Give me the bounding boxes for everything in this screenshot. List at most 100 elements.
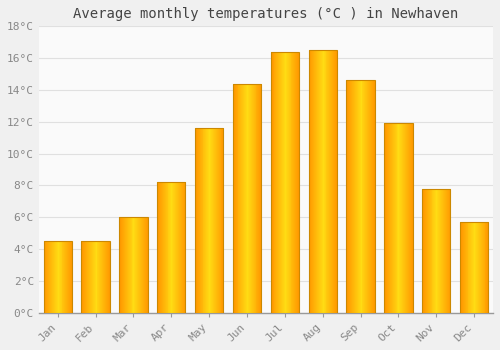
Bar <box>315 50 316 313</box>
Bar <box>158 182 160 313</box>
Bar <box>176 182 178 313</box>
Bar <box>486 222 487 313</box>
Bar <box>240 84 242 313</box>
Bar <box>450 189 451 313</box>
Bar <box>163 182 164 313</box>
Title: Average monthly temperatures (°C ) in Newhaven: Average monthly temperatures (°C ) in Ne… <box>74 7 458 21</box>
Bar <box>324 50 326 313</box>
Bar <box>196 128 197 313</box>
Bar <box>168 182 169 313</box>
Bar <box>172 182 174 313</box>
Bar <box>120 217 122 313</box>
Bar <box>287 52 288 313</box>
Bar <box>437 189 438 313</box>
Bar <box>322 50 324 313</box>
Bar <box>445 189 446 313</box>
Bar <box>374 80 375 313</box>
Bar <box>346 80 375 313</box>
Bar <box>270 52 272 313</box>
Bar <box>195 128 224 313</box>
Bar <box>238 84 239 313</box>
Bar <box>143 217 144 313</box>
Bar <box>348 80 350 313</box>
Bar <box>127 217 128 313</box>
Bar <box>128 217 130 313</box>
Bar <box>350 80 352 313</box>
Bar <box>215 128 216 313</box>
Bar <box>438 189 440 313</box>
Bar <box>134 217 136 313</box>
Bar <box>482 222 484 313</box>
Bar <box>157 182 158 313</box>
Bar <box>462 222 463 313</box>
Bar <box>367 80 368 313</box>
Bar <box>297 52 298 313</box>
Bar <box>360 80 361 313</box>
Bar <box>210 128 212 313</box>
Bar <box>408 123 409 313</box>
Bar <box>328 50 329 313</box>
Bar <box>121 217 122 313</box>
Bar <box>125 217 126 313</box>
Bar <box>236 84 237 313</box>
Bar <box>256 84 258 313</box>
Bar <box>234 84 235 313</box>
Bar <box>333 50 334 313</box>
Bar <box>428 189 429 313</box>
Bar <box>247 84 248 313</box>
Bar <box>213 128 214 313</box>
Bar <box>362 80 363 313</box>
Bar <box>128 217 129 313</box>
Bar <box>214 128 215 313</box>
Bar <box>308 50 337 313</box>
Bar <box>48 241 50 313</box>
Bar <box>322 50 323 313</box>
Bar <box>204 128 206 313</box>
Bar <box>432 189 434 313</box>
Bar <box>86 241 88 313</box>
Bar <box>216 128 218 313</box>
Bar <box>396 123 398 313</box>
Bar <box>398 123 400 313</box>
Bar <box>202 128 204 313</box>
Bar <box>82 241 84 313</box>
Bar <box>179 182 180 313</box>
Bar <box>292 52 293 313</box>
Bar <box>274 52 275 313</box>
Bar <box>448 189 450 313</box>
Bar <box>200 128 201 313</box>
Bar <box>50 241 51 313</box>
Bar <box>409 123 410 313</box>
Bar <box>145 217 146 313</box>
Bar <box>175 182 176 313</box>
Bar <box>331 50 332 313</box>
Bar <box>260 84 262 313</box>
Bar <box>346 80 348 313</box>
Bar <box>108 241 109 313</box>
Bar <box>284 52 285 313</box>
Bar <box>364 80 366 313</box>
Bar <box>106 241 108 313</box>
Bar <box>159 182 160 313</box>
Bar <box>55 241 56 313</box>
Bar <box>476 222 478 313</box>
Bar <box>254 84 255 313</box>
Bar <box>256 84 257 313</box>
Bar <box>463 222 464 313</box>
Bar <box>349 80 350 313</box>
Bar <box>332 50 334 313</box>
Bar <box>119 217 120 313</box>
Bar <box>352 80 354 313</box>
Bar <box>98 241 100 313</box>
Bar <box>326 50 328 313</box>
Bar <box>310 50 311 313</box>
Bar <box>425 189 426 313</box>
Bar <box>168 182 170 313</box>
Bar <box>396 123 397 313</box>
Bar <box>466 222 467 313</box>
Bar <box>134 217 135 313</box>
Bar <box>218 128 220 313</box>
Bar <box>222 128 223 313</box>
Bar <box>258 84 260 313</box>
Bar <box>368 80 370 313</box>
